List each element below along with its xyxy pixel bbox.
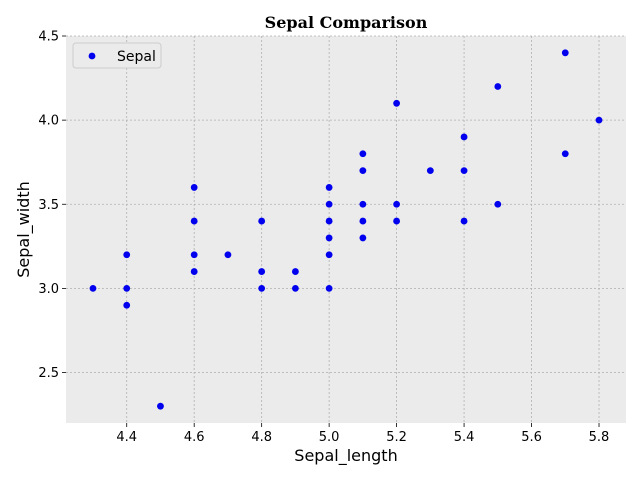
data-point [190,268,198,275]
data-point [190,251,198,259]
x-tick-label: 5.6 [521,430,542,445]
data-point [561,49,569,57]
plot-area [66,36,626,423]
data-point [258,268,266,275]
y-tick-label: 2.5 [38,366,59,381]
data-point [123,301,131,309]
grid-lines [66,35,626,423]
data-point [325,234,333,242]
data-point [325,200,333,208]
y-tick-label: 4.0 [38,114,59,129]
data-point [359,217,367,225]
data-point [460,167,468,175]
data-point [595,116,603,124]
data-point [393,99,401,107]
legend-box [72,42,162,69]
data-point [494,200,502,208]
data-point [325,184,333,191]
legend: Sepal [72,42,162,69]
data-point [190,184,198,191]
x-axis-label: Sepal_length [294,446,397,466]
data-point [123,284,131,292]
data-point [460,133,468,141]
axis-ticks: 4.4 4.6 4.8 5.0 5.2 5.4 5.6 5.8 2.5 3.0 3.5 4.0 4.5 [38,30,609,446]
x-tick-label: 5.4 [454,430,475,445]
x-tick-label: 5.8 [589,430,610,445]
data-point [190,217,198,225]
data-point [291,268,299,275]
y-tick-label: 3.0 [38,282,59,297]
data-points [89,49,603,410]
data-point [258,217,266,225]
data-point [291,284,299,292]
data-point [359,150,367,158]
y-tick-label: 4.5 [38,30,59,45]
chart-title: Sepal Comparison [265,13,428,32]
x-tick-label: 5.2 [386,430,407,445]
legend-marker [88,52,96,60]
data-point [89,284,97,292]
x-tick-label: 4.8 [251,430,272,445]
x-tick-label: 5.0 [319,430,340,445]
data-point [561,150,569,158]
data-point [325,251,333,259]
data-point [258,284,266,292]
data-point [325,217,333,225]
legend-label-sepal: Sepal [117,49,156,65]
data-point [359,167,367,175]
data-point [123,251,131,259]
y-axis-label: Sepal_width [14,181,34,278]
data-point [393,200,401,208]
data-point [224,251,232,259]
data-point [460,217,468,225]
data-point [426,167,434,175]
data-point [494,83,502,90]
data-point [393,217,401,225]
x-tick-label: 4.6 [184,430,205,445]
data-point [325,284,333,292]
data-point [359,200,367,208]
x-tick-label: 4.4 [116,430,137,445]
y-tick-label: 3.5 [38,198,59,213]
data-point [157,402,164,410]
data-point [359,234,367,242]
